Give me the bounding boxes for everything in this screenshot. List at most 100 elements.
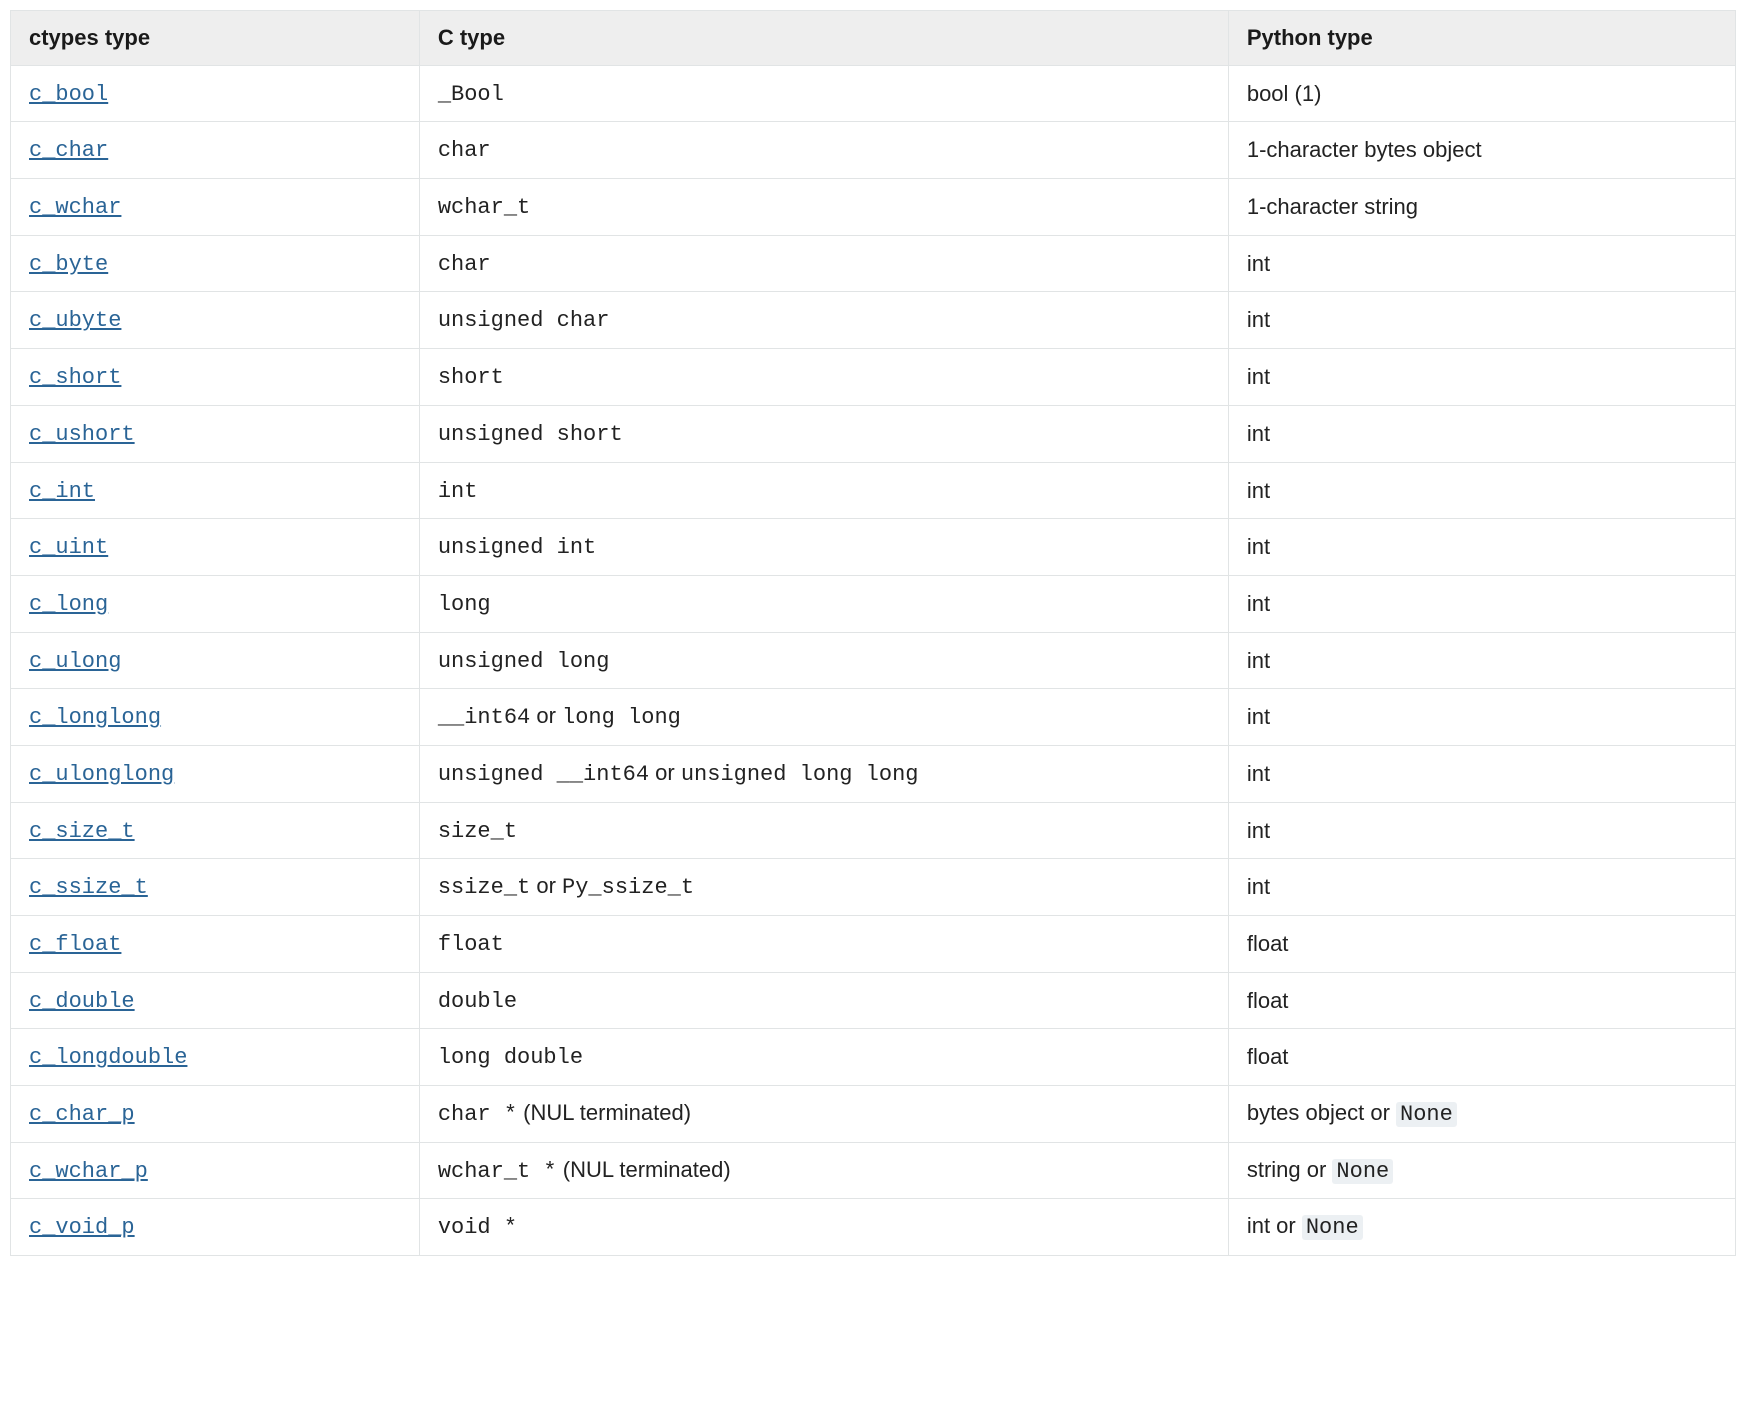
ctype-code: unsigned long [438,649,610,674]
cell-python: string or None [1228,1142,1735,1199]
table-row: c_size_tsize_tint [11,802,1736,859]
ctypes-type-link[interactable]: c_char_p [29,1102,135,1127]
cell-ctype: ssize_t or Py_ssize_t [419,859,1228,916]
python-text: float [1247,931,1289,956]
cell-python: int or None [1228,1199,1735,1256]
ctypes-type-link[interactable]: c_ushort [29,422,135,447]
python-text: int [1247,534,1270,559]
ctype-code: Py_ssize_t [562,875,694,900]
ctypes-type-link[interactable]: c_ulonglong [29,762,174,787]
cell-ctype: int [419,462,1228,519]
table-row: c_float float float [11,916,1736,973]
ctypes-type-link[interactable]: c_wchar_p [29,1159,148,1184]
cell-ctype: _Bool [419,65,1228,122]
ctypes-type-link[interactable]: c_char [29,138,108,163]
table-row: c_char char 1-character bytes object [11,122,1736,179]
ctypes-table: ctypes type C type Python type c_bool _Bo… [10,10,1736,1256]
cell-ctype: unsigned long [419,632,1228,689]
ctypes-type-link[interactable]: c_int [29,479,95,504]
cell-ctype: char [419,122,1228,179]
cell-ctype: unsigned __int64 or unsigned long long [419,745,1228,802]
ctypes-type-link[interactable]: c_ssize_t [29,875,148,900]
ctype-code: __int64 [438,705,530,730]
cell-ctypes: c_short [11,349,420,406]
ctype-code: unsigned char [438,308,610,333]
python-text: int [1247,421,1270,446]
cell-ctypes: c_longdouble [11,1029,420,1086]
ctypes-type-link[interactable]: c_void_p [29,1215,135,1240]
cell-ctypes: c_double [11,972,420,1029]
col-header-ctypes: ctypes type [11,11,420,66]
cell-ctypes: c_uint [11,519,420,576]
cell-ctypes: c_int [11,462,420,519]
cell-ctypes: c_wchar_p [11,1142,420,1199]
python-code: None [1396,1102,1457,1127]
python-text: int [1247,307,1270,332]
ctype-code: long long [562,705,681,730]
cell-ctypes: c_char_p [11,1086,420,1143]
ctype-code: unsigned __int64 [438,762,649,787]
cell-ctypes: c_ubyte [11,292,420,349]
ctypes-type-link[interactable]: c_size_t [29,819,135,844]
ctypes-type-link[interactable]: c_uint [29,535,108,560]
table-body: c_bool_Boolbool (1)c_charchar1-character… [11,65,1736,1255]
python-text: int [1247,648,1270,673]
ctype-code: char [438,138,491,163]
ctype-text: (NUL terminated) [557,1157,731,1182]
python-text: bytes object or [1247,1100,1396,1125]
ctype-code: long double [438,1045,583,1070]
python-text: int [1247,704,1270,729]
cell-ctype: float [419,916,1228,973]
table-row: c_wchar_p wchar_t * (NUL terminated) strin… [11,1142,1736,1199]
ctype-code: char * [438,1102,517,1127]
cell-ctypes: c_size_t [11,802,420,859]
ctypes-type-link[interactable]: c_wchar [29,195,121,220]
cell-python: int [1228,575,1735,632]
cell-ctype: wchar_t [419,179,1228,236]
table-header: ctypes type C type Python type [11,11,1736,66]
python-text: int [1247,761,1270,786]
ctype-code: unsigned long long [681,762,919,787]
python-code: None [1332,1159,1393,1184]
cell-python: int [1228,745,1735,802]
ctype-code: wchar_t * [438,1159,557,1184]
python-text: bool (1) [1247,81,1322,106]
cell-python: int [1228,689,1735,746]
ctypes-type-link[interactable]: c_float [29,932,121,957]
cell-ctypes: c_ushort [11,405,420,462]
table-row: c_uintunsigned intint [11,519,1736,576]
ctypes-type-link[interactable]: c_ulong [29,649,121,674]
cell-python: 1-character bytes object [1228,122,1735,179]
ctypes-type-link[interactable]: c_long [29,592,108,617]
table-row: c_wchar wchar_t 1-character string [11,179,1736,236]
ctypes-type-link[interactable]: c_ubyte [29,308,121,333]
cell-python: 1-character string [1228,179,1735,236]
cell-ctype: long double [419,1029,1228,1086]
ctypes-type-link[interactable]: c_byte [29,252,108,277]
ctype-text: or [530,703,562,728]
cell-ctype: char [419,235,1228,292]
cell-ctype: size_t [419,802,1228,859]
ctypes-type-link[interactable]: c_bool [29,82,108,107]
table-row: c_intintint [11,462,1736,519]
cell-ctypes: c_void_p [11,1199,420,1256]
python-text: 1-character string [1247,194,1418,219]
table-row: c_ulong unsigned long int [11,632,1736,689]
ctypes-type-link[interactable]: c_longlong [29,705,161,730]
col-header-python: Python type [1228,11,1735,66]
python-text: int [1247,591,1270,616]
ctypes-type-link[interactable]: c_longdouble [29,1045,187,1070]
ctypes-type-link[interactable]: c_short [29,365,121,390]
ctypes-type-link[interactable]: c_double [29,989,135,1014]
cell-python: bytes object or None [1228,1086,1735,1143]
ctype-code: unsigned short [438,422,623,447]
cell-python: int [1228,632,1735,689]
cell-python: int [1228,519,1735,576]
table-row: c_void_p void * int or None [11,1199,1736,1256]
cell-ctype: __int64 or long long [419,689,1228,746]
table-header-row: ctypes type C type Python type [11,11,1736,66]
ctype-code: void * [438,1215,517,1240]
python-code: None [1302,1215,1363,1240]
table-row: c_char_pchar * (NUL terminated)bytes obj… [11,1086,1736,1143]
ctype-code: long [438,592,491,617]
